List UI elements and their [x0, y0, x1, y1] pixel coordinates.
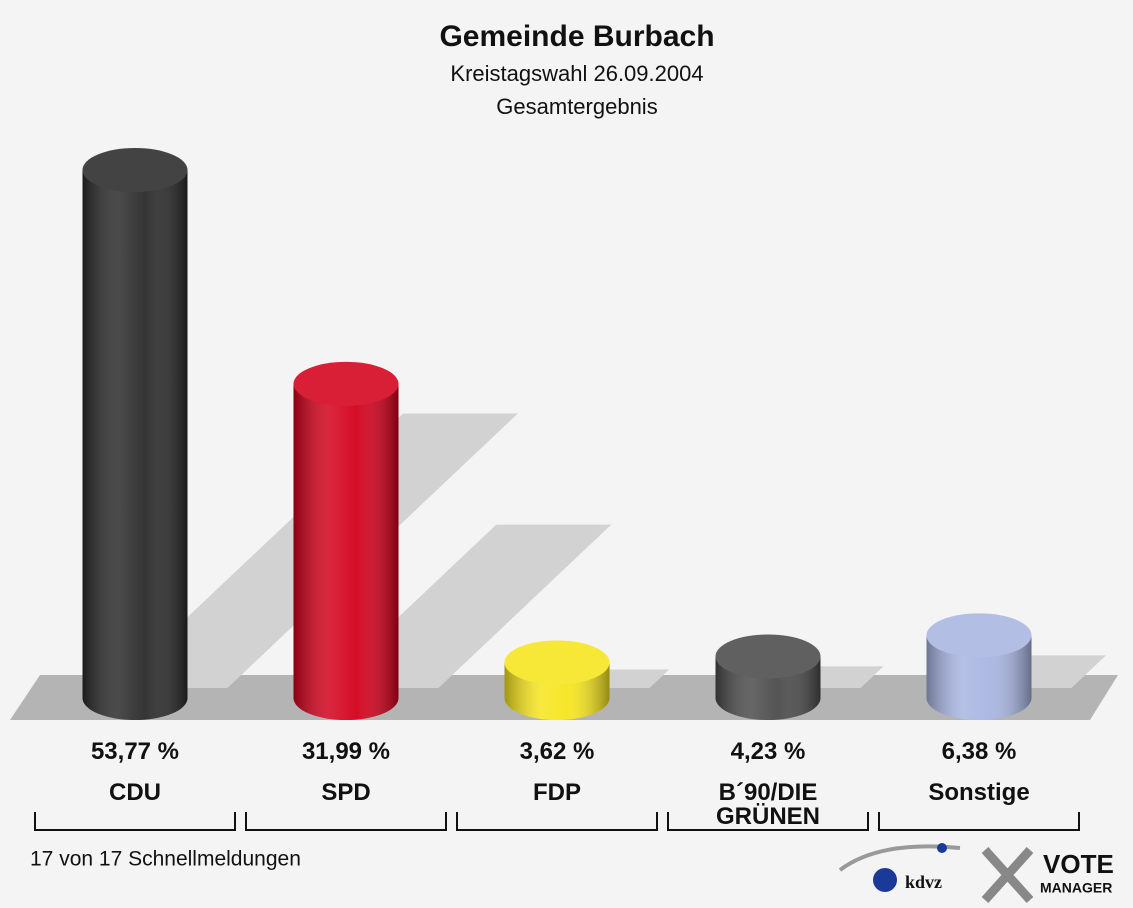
category-label: Sonstige	[928, 779, 1030, 806]
chart-subtitle: Kreistagswahl 26.09.2004	[450, 61, 703, 86]
value-label: 53,77 %	[90, 738, 180, 765]
bracket	[245, 812, 447, 831]
chart-subtitle: Gesamtergebnis	[496, 94, 657, 119]
bar-top-highlight	[504, 640, 610, 685]
bracket	[34, 812, 236, 831]
value-label: 3,62 %	[519, 738, 595, 765]
logo: kdvz VOTE MANAGER	[838, 843, 1114, 904]
category-label: B´90/DIE GRÜNEN	[715, 779, 820, 830]
value-label: 4,23 %	[730, 738, 806, 765]
value-label: 6,38 %	[941, 738, 1017, 765]
chart-title: Gemeinde Burbach	[439, 20, 714, 53]
bracket	[456, 812, 658, 831]
logo-text: VOTE	[1043, 849, 1114, 879]
bar-top	[293, 361, 399, 406]
bar-top	[715, 634, 821, 679]
bar-top	[504, 640, 610, 685]
bar-top	[82, 148, 188, 192]
bar-shading	[926, 635, 1032, 720]
logo-x	[981, 846, 1034, 904]
bar-top	[926, 613, 1032, 658]
bar-top-highlight	[293, 361, 399, 406]
category-label: SPD	[321, 779, 371, 806]
category-label: CDU	[109, 779, 161, 806]
logo-ball	[873, 868, 897, 892]
bracket	[667, 812, 869, 831]
bar-shading	[82, 170, 188, 720]
bracket	[878, 812, 1080, 831]
bar-top-highlight	[926, 613, 1032, 658]
bar-shading	[293, 383, 399, 720]
category-label: FDP	[533, 779, 581, 806]
value-label: 31,99 %	[301, 738, 391, 765]
bar-top-highlight	[82, 148, 188, 192]
logo-text: kdvz	[905, 872, 942, 892]
bars	[82, 148, 1032, 720]
footnote: 17 von 17 Schnellmeldungen	[30, 848, 301, 871]
logo-text: MANAGER	[1040, 880, 1112, 896]
logo-ball	[937, 843, 947, 853]
bar-top-highlight	[715, 634, 821, 679]
